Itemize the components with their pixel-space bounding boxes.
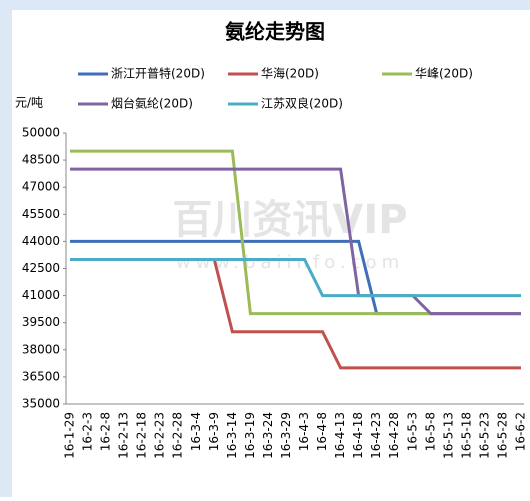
x-tick-label: 16-4-13	[333, 412, 347, 459]
x-tick-label: 16-1-29	[63, 412, 77, 459]
y-tick-label: 50000	[22, 126, 60, 140]
chart-area	[12, 10, 530, 497]
x-tick-label: 16-3-9	[207, 412, 221, 451]
y-tick-label: 36500	[22, 369, 60, 383]
x-tick-label: 16-3-24	[261, 412, 275, 459]
x-tick-label: 16-2-18	[135, 412, 149, 459]
x-tick-label: 16-4-8	[315, 412, 329, 451]
x-tick-label: 16-3-19	[243, 412, 257, 459]
legend-label: 华峰(20D)	[415, 67, 473, 81]
y-tick-label: 47000	[22, 180, 60, 194]
series-line	[70, 167, 521, 316]
x-tick-label: 16-3-4	[189, 412, 203, 451]
x-tick-label: 16-6-2	[514, 412, 528, 451]
x-tick-label: 16-5-28	[495, 412, 509, 459]
x-tick-label: 16-5-3	[405, 412, 419, 451]
x-tick-label: 16-5-13	[441, 412, 455, 459]
x-tick-label: 16-2-28	[171, 412, 185, 459]
x-tick-label: 16-3-29	[279, 412, 293, 459]
y-tick-label: 48500	[22, 153, 60, 167]
watermark: 百川资讯VIP	[172, 197, 407, 243]
y-axis-label: 元/吨	[15, 96, 43, 110]
series-line	[70, 257, 521, 298]
x-tick-label: 16-4-23	[369, 412, 383, 459]
y-tick-label: 39500	[22, 315, 60, 329]
y-tick-label: 41000	[22, 288, 60, 302]
watermark-url: www.baiinfo.com	[176, 252, 404, 273]
legend-label: 浙江开普特(20D)	[111, 66, 205, 81]
x-tick-label: 16-2-23	[153, 412, 167, 459]
chart-title: 氨纶走势图	[225, 20, 325, 44]
y-tick-label: 45500	[22, 207, 60, 221]
x-tick-label: 16-4-3	[297, 412, 311, 451]
x-tick-label: 16-3-14	[225, 412, 239, 459]
legend-label: 华海(20D)	[261, 66, 319, 81]
x-tick-label: 16-2-13	[117, 412, 131, 459]
x-tick-label: 16-5-8	[423, 412, 437, 451]
x-tick-label: 16-4-18	[351, 412, 365, 459]
y-tick-label: 35000	[22, 397, 60, 411]
x-tick-label: 16-5-23	[477, 412, 491, 459]
y-tick-label: 42500	[22, 261, 60, 275]
y-tick-label: 44000	[22, 234, 60, 248]
x-tick-label: 16-2-8	[99, 412, 113, 451]
legend-label: 江苏双良(20D)	[261, 96, 343, 111]
y-tick-label: 38000	[22, 342, 60, 356]
x-tick-label: 16-2-3	[81, 412, 95, 451]
x-tick-label: 16-4-28	[387, 412, 401, 459]
x-tick-label: 16-5-18	[459, 412, 473, 459]
legend-label: 烟台氨纶(20D)	[111, 96, 193, 111]
